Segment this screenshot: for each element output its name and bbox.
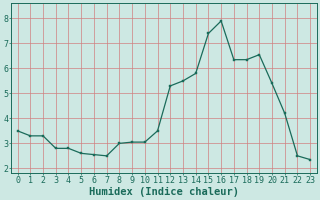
X-axis label: Humidex (Indice chaleur): Humidex (Indice chaleur): [89, 186, 239, 197]
